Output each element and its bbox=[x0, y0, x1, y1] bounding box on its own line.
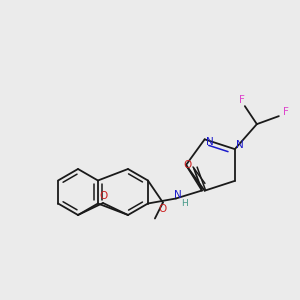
Text: F: F bbox=[239, 95, 245, 105]
Text: N: N bbox=[236, 140, 244, 150]
Text: N: N bbox=[174, 190, 182, 200]
Text: O: O bbox=[159, 205, 167, 214]
Text: F: F bbox=[283, 107, 289, 117]
Text: O: O bbox=[184, 160, 192, 170]
Text: H: H bbox=[182, 199, 188, 208]
Text: N: N bbox=[206, 137, 214, 147]
Text: O: O bbox=[99, 191, 107, 201]
